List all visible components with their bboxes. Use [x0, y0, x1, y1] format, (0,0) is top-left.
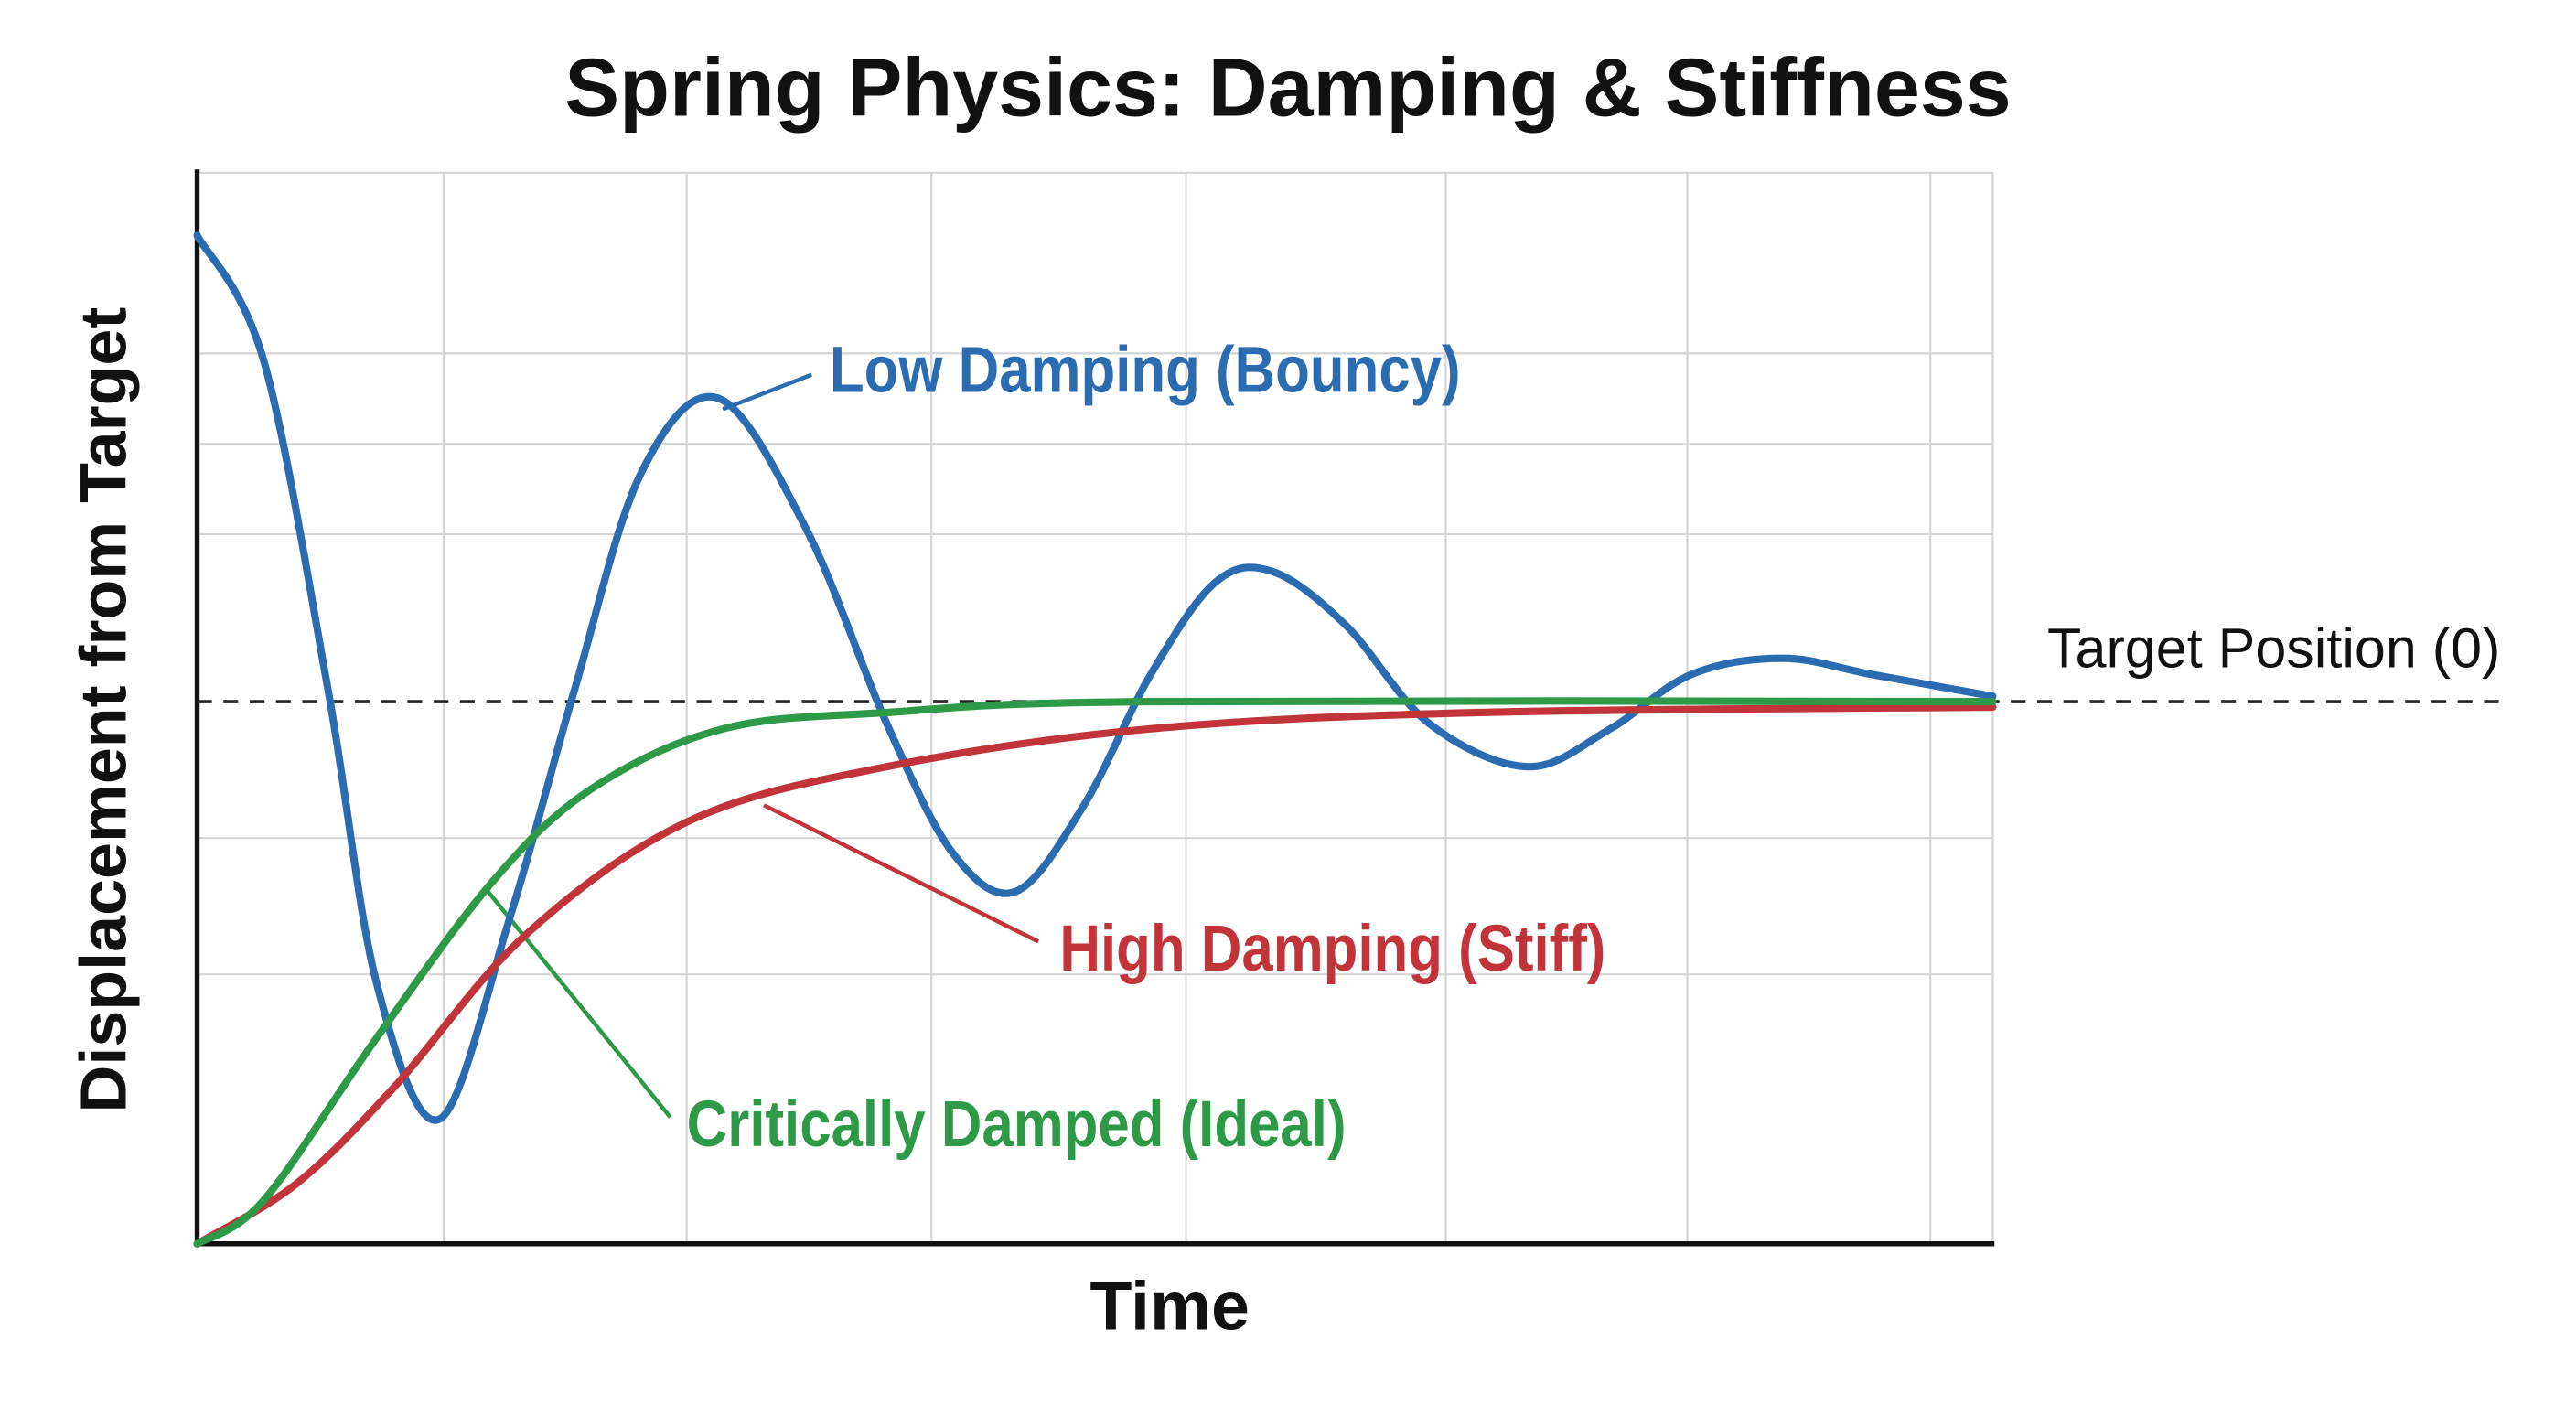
x-axis-label: Time	[1089, 1267, 1250, 1344]
chart-title: Spring Physics: Damping & Stiffness	[564, 42, 2011, 134]
series-line	[193, 702, 1997, 1248]
series-line	[193, 697, 1997, 1248]
leader-line	[722, 372, 812, 412]
leader-line	[483, 885, 672, 1119]
leader-lines	[483, 372, 1040, 1119]
series-label: High Damping (Stiff)	[1059, 912, 1605, 985]
series-line	[193, 231, 1997, 1124]
series-label: Low Damping (Bouncy)	[830, 333, 1461, 406]
target-label: Target Position (0)	[2047, 617, 2500, 679]
y-axis-label: Displacement from Target	[67, 307, 140, 1113]
leader-line	[763, 803, 1040, 944]
series-label: Critically Damped (Ideal)	[687, 1088, 1347, 1161]
